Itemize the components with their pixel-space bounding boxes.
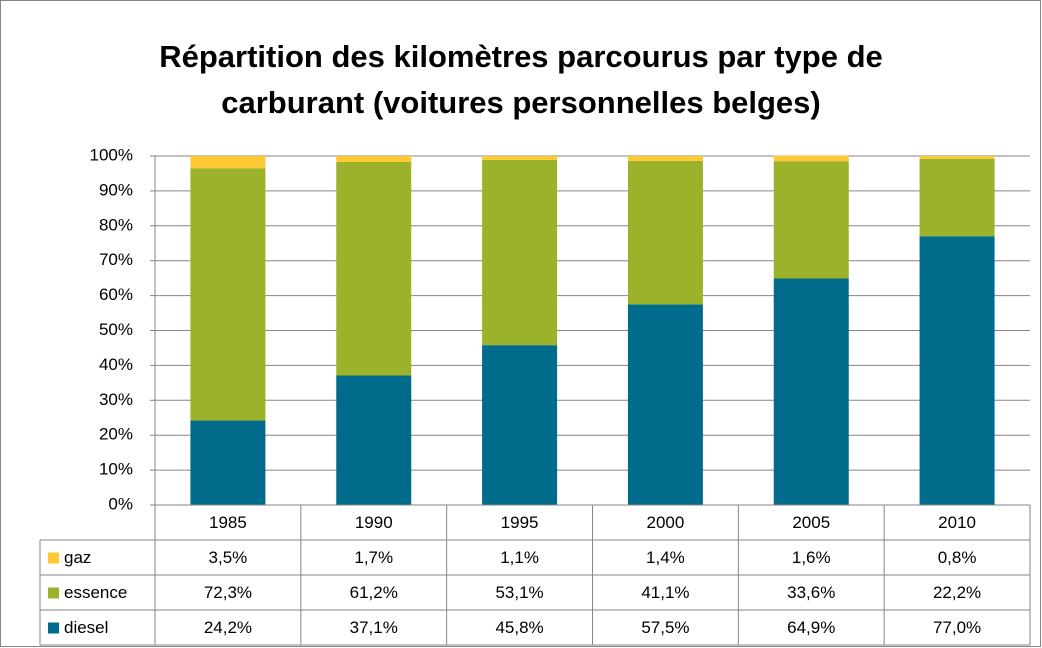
legend-label: gaz [64,548,91,567]
y-tick-label: 10% [99,460,133,479]
x-tick-label: 1990 [355,513,393,532]
bar-segment [482,159,558,346]
data-label: 1,1% [500,548,539,567]
x-tick-label: 1995 [501,513,539,532]
legend-label: diesel [64,618,108,637]
data-label: 3,5% [209,548,248,567]
data-label: 64,9% [787,618,835,637]
y-tick-label: 0% [108,494,133,513]
data-label: 37,1% [350,618,398,637]
chart-title: Répartition des kilomètres parcourus par… [159,39,883,120]
bar-segment [336,375,412,505]
data-label: 57,5% [641,618,689,637]
bar-segment [627,156,703,161]
bar-segment [919,158,995,237]
y-tick-label: 60% [99,285,133,304]
bar-segment [773,161,849,279]
x-tick-label: 1985 [209,513,247,532]
data-label: 41,1% [641,583,689,602]
y-tick-label: 30% [99,390,133,409]
data-label: 1,6% [792,548,831,567]
y-tick-label: 100% [90,145,133,164]
bar-segment [773,155,849,162]
y-tick-label: 50% [99,320,133,339]
bar-segment [627,304,703,505]
y-tick-label: 40% [99,355,133,374]
data-label: 72,3% [204,583,252,602]
x-tick-label: 2000 [647,513,685,532]
data-label: 33,6% [787,583,835,602]
legend-swatch [48,587,59,599]
bar-segment [482,345,558,505]
y-tick-label: 70% [99,250,133,269]
bar-segment [482,156,558,160]
data-label: 61,2% [350,583,398,602]
legend-swatch [48,622,59,634]
data-label: 77,0% [933,618,981,637]
bar-segment [919,236,995,505]
y-tick-label: 80% [99,215,133,234]
bar-segment [336,156,412,162]
legend-swatch [48,552,59,564]
data-label: 45,8% [495,618,543,637]
y-tick-label: 20% [99,425,133,444]
data-label: 24,2% [204,618,252,637]
bar-segment [190,156,266,169]
y-tick-label: 90% [99,180,133,199]
data-label: 1,7% [354,548,393,567]
legend-label: essence [64,583,127,602]
bar-segment [627,160,703,305]
bar-segment [773,278,849,505]
data-label: 22,2% [933,583,981,602]
bar-segment [190,168,266,421]
data-label: 1,4% [646,548,685,567]
x-tick-label: 2010 [938,513,976,532]
x-tick-label: 2005 [792,513,830,532]
data-label: 53,1% [495,583,543,602]
data-label: 0,8% [938,548,977,567]
bar-segment [336,161,412,376]
bar-segment [190,420,266,505]
bar-segment [919,156,995,159]
